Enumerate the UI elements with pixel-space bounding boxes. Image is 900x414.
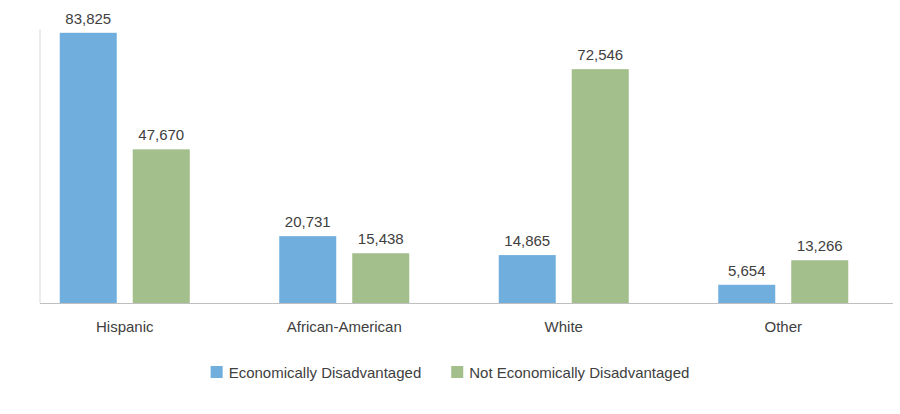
data-label: 15,438 [358,230,404,247]
x-tick-label: Hispanic [96,318,154,335]
data-labels: 83,825 20,731 14,865 5,654 47,670 15,438 72,54… [65,10,842,279]
legend-item: Not Economically Disadvantaged [451,364,689,381]
y-axis-line [40,29,41,303]
bars [60,33,849,303]
data-label: 5,654 [728,262,766,279]
bar [572,69,629,303]
bar [499,255,556,303]
x-tick-label: Other [764,318,802,335]
legend-item: Economically Disadvantaged [211,364,422,381]
x-tick-label: White [545,318,583,335]
data-label: 83,825 [65,10,111,27]
data-label: 47,670 [138,126,184,143]
bar [279,236,336,303]
legend-swatch [211,366,223,378]
legend-label: Economically Disadvantaged [229,364,422,381]
legend-label: Not Economically Disadvantaged [469,364,689,381]
bar [60,33,117,303]
data-label: 14,865 [504,232,550,249]
legend: Economically Disadvantaged Not Economical… [211,364,690,381]
bar [133,149,190,303]
chart-svg: 83,825 20,731 14,865 5,654 47,670 15,438 72,54… [0,0,900,414]
x-tick-label: African-American [287,318,402,335]
bar [718,285,775,303]
chart-container: 83,825 20,731 14,865 5,654 47,670 15,438 72,54… [0,0,900,414]
x-axis-line [40,303,893,304]
data-label: 72,546 [577,46,623,63]
bar [791,260,848,303]
data-label: 13,266 [797,237,843,254]
data-label: 20,731 [285,213,331,230]
legend-swatch [451,366,463,378]
bar [352,253,409,303]
